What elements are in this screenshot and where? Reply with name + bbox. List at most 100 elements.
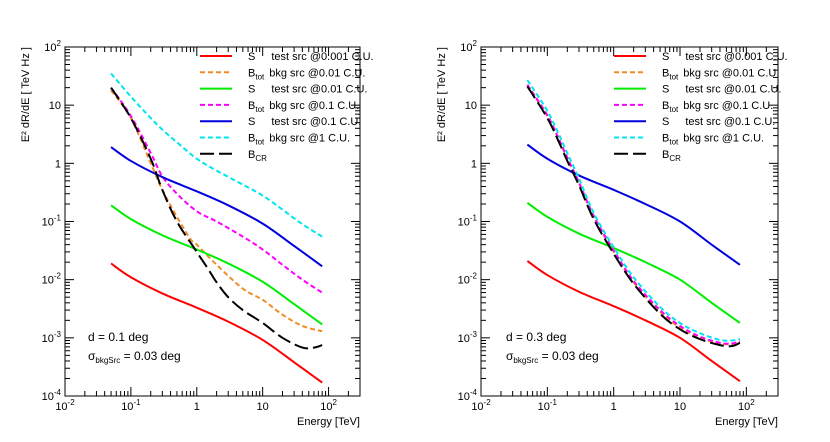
series-line-BCR xyxy=(110,87,323,350)
legend-subscript: tot xyxy=(255,72,265,81)
y-tick-exponent: -2 xyxy=(54,272,62,281)
legend-subscript: tot xyxy=(255,105,265,114)
legend-symbol: S xyxy=(662,84,669,96)
legend-symbol: B xyxy=(662,149,669,161)
legend-description: bkg src @0.01 C.U. xyxy=(683,67,779,79)
series-line-S_0.01 xyxy=(526,201,741,324)
legend-label-Btot_1: Btot bkg src @1 C.U. xyxy=(248,133,350,147)
legend-subscript: tot xyxy=(669,105,679,114)
left-panel: 10-2 10-1 1 10 10210-410-310-210-1110102Ener… xyxy=(20,39,374,428)
x-tick-exponent: 2 xyxy=(332,398,337,407)
y-tick-label: 10-1 xyxy=(458,214,478,229)
x-tick-label: 1 xyxy=(611,401,617,413)
y-tick-base: 1 xyxy=(55,158,61,170)
legend-symbol: S xyxy=(662,116,669,128)
y-tick-base: 10 xyxy=(458,217,470,229)
x-tick-label: 1 xyxy=(194,401,200,413)
x-tick-exponent: 2 xyxy=(750,398,755,407)
y-tick-exponent: 2 xyxy=(57,39,62,48)
series-line-Btot_1 xyxy=(526,79,741,342)
y-tick-base: 10 xyxy=(44,42,56,54)
x-tick-exponent: -1 xyxy=(133,398,141,407)
y-tick-base: 10 xyxy=(49,100,61,112)
legend-subscript: CR xyxy=(669,154,681,163)
y-tick-exponent: -4 xyxy=(54,388,62,397)
x-tick-label: 102 xyxy=(320,398,337,413)
series-lines xyxy=(526,79,741,382)
legend-description: bkg src @0.1 C.U. xyxy=(269,100,359,112)
y-tick-label: 10-2 xyxy=(42,272,62,287)
x-tick-base: 10 xyxy=(55,401,67,413)
y-tick-label: 10 xyxy=(465,100,477,112)
x-tick-base: 10 xyxy=(738,401,750,413)
legend-description: test src @0.1 C.U. xyxy=(271,116,361,128)
annotation-distance: d = 0.1 deg xyxy=(88,330,148,344)
y-tick-label: 1 xyxy=(471,158,477,170)
x-tick-base: 10 xyxy=(538,401,550,413)
y-tick-base: 10 xyxy=(458,333,470,345)
axis-ticks xyxy=(64,46,361,397)
legend-label-Btot_0.01: Btot bkg src @0.01 C.U. xyxy=(662,67,779,81)
x-tick-label: 102 xyxy=(738,398,755,413)
y-axis-title: E² dR/dE [ TeV Hz ] xyxy=(20,47,32,142)
x-tick-label: 10-2 xyxy=(55,398,75,413)
x-axis-title: Energy [TeV] xyxy=(297,416,360,428)
series-line-S_0.1 xyxy=(526,143,741,266)
y-tick-base: 10 xyxy=(460,42,472,54)
x-tick-exponent: -2 xyxy=(68,398,76,407)
legend-description: test src @0.1 C.U. xyxy=(685,116,775,128)
legend-symbol: B xyxy=(248,133,255,145)
axis-ticks xyxy=(480,46,779,397)
right-panel: 10-2 10-1 1 10 10210-410-310-210-1110102Ener… xyxy=(436,39,788,428)
legend-symbol: B xyxy=(248,100,255,112)
x-tick-label: 10-1 xyxy=(121,398,141,413)
y-tick-label: 10-3 xyxy=(42,330,62,345)
y-tick-exponent: -4 xyxy=(470,388,478,397)
x-tick-base: 1 xyxy=(194,401,200,413)
legend-label-Btot_0.1: Btot bkg src @0.1 C.U. xyxy=(662,100,773,114)
legend-label-BCR: BCR xyxy=(662,149,681,163)
x-tick-base: 10 xyxy=(257,401,269,413)
annotation-distance: d = 0.3 deg xyxy=(506,330,566,344)
series-line-S_0.1 xyxy=(110,146,323,268)
legend-label-Btot_0.1: Btot bkg src @0.1 C.U. xyxy=(248,100,359,114)
y-tick-base: 10 xyxy=(458,275,470,287)
series-lines xyxy=(110,72,323,384)
series-line-Btot_0.1 xyxy=(526,84,741,345)
x-tick-base: 10 xyxy=(674,401,686,413)
y-tick-base: 10 xyxy=(42,333,54,345)
legend-symbol: B xyxy=(248,67,255,79)
x-axis-title: Energy [TeV] xyxy=(715,416,778,428)
legend-subscript: tot xyxy=(669,72,679,81)
y-tick-label: 102 xyxy=(460,39,477,54)
legend-description: test src @0.001 C.U. xyxy=(271,51,373,63)
y-tick-label: 10-4 xyxy=(458,388,478,403)
legend-symbol: B xyxy=(248,149,255,161)
legend-label-Btot_0.01: Btot bkg src @0.01 C.U. xyxy=(248,67,365,81)
y-tick-label: 10-4 xyxy=(42,388,62,403)
annotation-subscript: bkgSrc xyxy=(95,356,120,365)
legend-subscript: tot xyxy=(669,138,679,147)
x-tick-label: 10-2 xyxy=(471,398,491,413)
legend-description: bkg src @0.1 C.U. xyxy=(683,100,773,112)
series-line-Btot_1 xyxy=(110,72,323,238)
y-tick-exponent: -1 xyxy=(470,214,478,223)
legend-description: bkg src @0.01 C.U. xyxy=(269,67,365,79)
annotation-main: σ xyxy=(506,349,514,363)
y-tick-exponent: -1 xyxy=(54,214,62,223)
y-tick-base: 10 xyxy=(458,391,470,403)
legend-label-BCR: BCR xyxy=(248,149,267,163)
legend-subscript: CR xyxy=(255,154,267,163)
legend-description: bkg src @1 C.U. xyxy=(683,133,764,145)
y-tick-exponent: -2 xyxy=(470,272,478,281)
x-tick-label: 10 xyxy=(257,401,269,413)
x-tick-exponent: -2 xyxy=(484,398,492,407)
legend-symbol: B xyxy=(662,67,669,79)
